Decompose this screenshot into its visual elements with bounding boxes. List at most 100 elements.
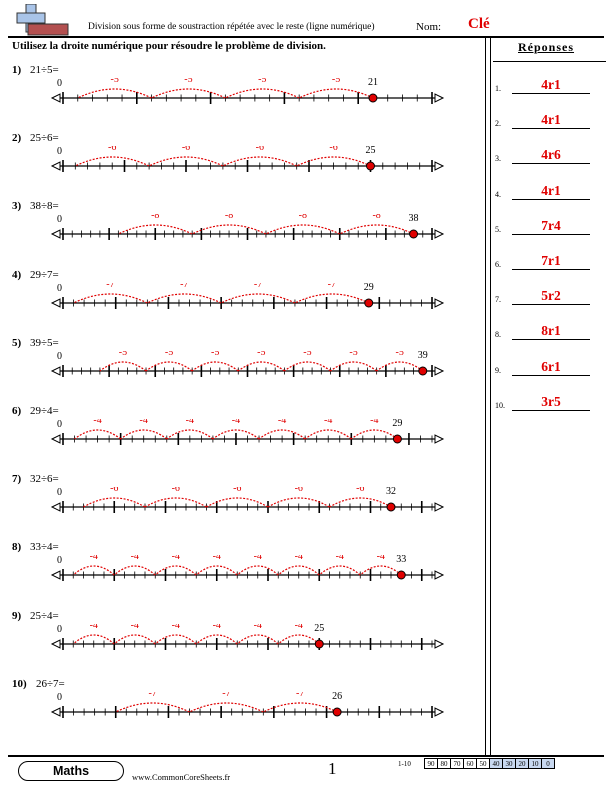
number-line: 0 -7 -7 -7 26 [50,692,445,718]
answer-number: 6. [495,260,501,269]
answers-heading-rule [493,61,606,62]
end-point-marker [409,229,419,239]
jump-label: -5 [396,351,404,358]
arrow-right-icon [434,93,445,103]
answer-number: 4. [495,189,501,199]
jump-label: -7 [328,283,336,290]
jump-label: -4 [186,419,194,426]
arrow-left-icon [50,229,61,240]
number-line: 0 -5 -5 -5 -5 21 [50,78,445,104]
jump-arc [220,293,296,304]
jump-arc [147,293,222,304]
zero-label: 0 [57,692,62,703]
jump-label: -7 [254,283,262,290]
jump-label: -4 [370,419,378,426]
answer-key-label: Clé [468,16,490,32]
score-cell: 40 [489,758,503,769]
end-value-label: 29 [392,419,402,429]
jump-label: -7 [296,692,304,699]
jump-arc [77,88,152,99]
jump-arc [296,156,371,167]
jump-arc [72,565,115,576]
arrow-left-icon [50,502,61,512]
jump-label: -6 [108,146,116,153]
score-cell: 70 [450,758,464,769]
page-number: 1 [328,759,337,778]
jump-arc [72,633,115,645]
jump-label: -4 [336,555,344,562]
jump-arc [154,565,197,576]
answer-value: 8r1 [512,323,590,341]
arrow-left-icon [50,93,61,103]
jump-arc [113,633,156,645]
jump-label: -4 [172,624,180,631]
arrow-left-icon [50,638,61,649]
answer-value: 3r5 [512,394,590,411]
jump-label: -5 [165,351,173,358]
jump-label: -5 [332,78,340,85]
answer-number: 1. [495,84,501,93]
jump-label: -8 [151,214,159,221]
zero-label: 0 [57,78,62,89]
jump-arc [304,429,352,440]
jump-arc [222,156,297,167]
jump-arc [294,293,370,304]
number-line: 0 -5 -5 -5 -5 -5 -5 -5 39 [50,351,445,377]
jump-arc [83,497,146,508]
score-cell: 10 [528,758,542,769]
end-value-label: 21 [368,78,378,88]
end-point-marker [366,161,375,171]
jump-arc [191,224,267,235]
arrow-left-icon [50,706,61,717]
arrow-left-icon [50,570,61,581]
arrow-right-icon [434,161,445,171]
division-problem: 32÷6= [30,473,59,486]
jump-label: -4 [254,624,262,631]
arrow-right-icon [434,297,445,308]
jump-arc [151,88,226,99]
jump-arc [144,497,207,508]
header-divider [8,36,604,38]
problem-number: 4) [12,268,22,281]
jump-label: -5 [257,351,265,358]
number-line: 0 -4 -4 -4 -4 -4 -4 25 [50,624,445,650]
answer-value: 4r1 [512,183,590,200]
zero-label: 0 [57,419,62,430]
answer-number: 3. [495,154,501,164]
jump-arc [195,565,238,576]
division-problem: 21÷5= [30,64,59,76]
number-line: 0 -4 -4 -4 -4 -4 -4 -4 -4 33 [50,555,445,582]
jump-label: -4 [93,419,101,426]
arrow-right-icon [434,502,445,512]
footer-divider [8,755,604,757]
jump-label: -4 [131,555,139,562]
jump-label: -4 [377,555,385,562]
answer-value: 4r6 [512,147,590,165]
jump-label: -6 [356,487,364,494]
score-cell: 50 [476,758,490,769]
column-divider [490,37,491,755]
jump-label: -4 [278,419,286,426]
answer-value: 6r1 [512,359,590,376]
jump-label: -6 [295,487,303,494]
jump-arc [206,497,269,508]
end-value-label: 26 [332,692,342,702]
zero-label: 0 [57,146,62,157]
jump-arc [154,633,197,645]
jump-label: -5 [303,351,311,358]
jump-arc [284,361,331,372]
jump-label: -4 [213,624,221,631]
zero-label: 0 [57,487,62,498]
jump-label: -5 [211,351,219,358]
arrow-left-icon [50,365,61,376]
jump-label: -6 [172,487,180,494]
answer-number: 9. [495,365,501,375]
problem-number: 7) [12,473,22,486]
score-table: 90 80 70 60 50 40 30 20 10 0 [424,758,555,769]
jump-label: -5 [349,351,357,358]
column-divider [485,37,486,755]
score-cell: 20 [515,758,529,769]
end-point-marker [418,366,428,376]
jump-arc [376,361,424,372]
zero-label: 0 [57,351,62,362]
